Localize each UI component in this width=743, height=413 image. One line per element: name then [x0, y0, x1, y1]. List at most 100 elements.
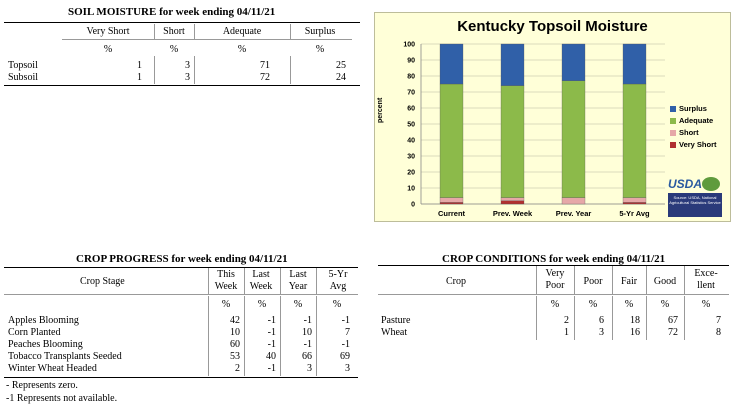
bar-segment-short [561, 197, 586, 205]
value-cell: 53 [230, 351, 240, 362]
row-label: Winter Wheat Headed [8, 363, 97, 374]
y-tick-label: 80 [407, 74, 415, 81]
value-cell: 1 [137, 72, 142, 83]
good-header: Good [653, 276, 677, 287]
this-week-header: This Week [214, 269, 238, 292]
crop-progress-title: CROP PROGRESS for week ending 04/11/21 [76, 253, 288, 265]
conditions-unit: % [701, 299, 711, 310]
legend-label: Adequate [679, 116, 714, 125]
value-cell: -1 [267, 339, 276, 350]
value-cell: -1 [267, 315, 276, 326]
value-cell: 71 [260, 60, 270, 71]
legend-swatch [670, 106, 676, 113]
x-tick-label: Prev. Week [493, 209, 533, 218]
row-label: Subsoil [8, 72, 39, 83]
y-tick-label: 40 [407, 138, 415, 145]
value-cell: 66 [302, 351, 312, 362]
value-cell: 2 [564, 315, 569, 326]
conditions-unit: % [588, 299, 598, 310]
x-tick-label: Prev. Year [556, 209, 592, 218]
poor-header: Poor [583, 276, 603, 287]
value-cell: 8 [716, 327, 721, 338]
value-cell: 72 [260, 72, 270, 83]
y-tick-label: 100 [403, 42, 415, 49]
value-cell: 1 [137, 60, 142, 71]
value-cell: 7 [716, 315, 721, 326]
row-label: Corn Planted [8, 327, 61, 338]
value-cell: 69 [340, 351, 350, 362]
last-year-header: Last Year [288, 269, 308, 292]
legend-swatch [670, 118, 676, 125]
y-tick-label: 10 [407, 186, 415, 193]
row-label: Wheat [381, 327, 408, 338]
bar-segment-short [500, 197, 525, 201]
legend-item-very-short: Very Short [670, 140, 717, 149]
bar-segment-very-short [500, 200, 525, 205]
progress-unit: % [221, 299, 231, 310]
y-tick-label: 50 [407, 122, 415, 129]
value-cell: 16 [630, 327, 640, 338]
topsoil-moisture-chart: Kentucky Topsoil Moisture 100 90 80 70 60 50 4… [374, 12, 731, 222]
legend-label: Very Short [679, 140, 717, 149]
legend-swatch [670, 130, 676, 137]
crop-header: Crop [446, 276, 466, 287]
bar-segment-surplus [622, 43, 647, 85]
soil-unit: % [237, 44, 247, 55]
bar-segment-surplus [439, 43, 464, 85]
bar-segment-adequate [500, 85, 525, 198]
usda-logo-text: USDA [668, 177, 703, 191]
value-cell: -1 [303, 339, 312, 350]
five-yr-avg-header: 5-Yr Avg [328, 269, 348, 292]
conditions-unit: % [550, 299, 560, 310]
y-axis-label: percent [377, 97, 384, 123]
soil-header-adequate: Adequate [222, 26, 262, 37]
logo-caption: Source: USDA, National Agricultural Stat… [668, 193, 722, 217]
conditions-unit: % [660, 299, 670, 310]
legend-swatch [670, 142, 676, 149]
value-cell: -1 [341, 315, 350, 326]
value-cell: 3 [307, 363, 312, 374]
y-tick-label: 20 [407, 170, 415, 177]
row-label: Topsoil [8, 60, 38, 71]
x-tick-label: 5-Yr Avg [619, 209, 650, 218]
soil-header-very-short: Very Short [86, 26, 130, 37]
crop-conditions-title: CROP CONDITIONS for week ending 04/11/21 [442, 253, 666, 265]
y-tick-label: 70 [407, 90, 415, 97]
row-label: Tobacco Transplants Seeded [8, 351, 122, 362]
value-cell: -1 [267, 363, 276, 374]
legend-item-adequate: Adequate [670, 116, 713, 125]
value-cell: 3 [185, 60, 190, 71]
value-cell: 10 [230, 327, 240, 338]
legend-label: Surplus [679, 104, 707, 113]
value-cell: 25 [336, 60, 346, 71]
progress-unit: % [332, 299, 342, 310]
progress-unit: % [257, 299, 267, 310]
usda-emblem-icon [702, 177, 720, 191]
y-tick-label: 0 [411, 202, 415, 209]
value-cell: -1 [267, 327, 276, 338]
conditions-unit: % [624, 299, 634, 310]
soil-moisture-title: SOIL MOISTURE for week ending 04/11/21 [68, 6, 276, 18]
bar-segment-surplus [561, 43, 586, 81]
value-cell: 67 [668, 315, 678, 326]
progress-unit: % [293, 299, 303, 310]
note-not-available: -1 Represents not available. [6, 393, 118, 404]
value-cell: 6 [599, 315, 604, 326]
row-label: Pasture [381, 315, 411, 326]
y-tick-label: 30 [407, 154, 415, 161]
bar-segment-short [439, 197, 464, 203]
value-cell: -1 [341, 339, 350, 350]
bar-segment-short [622, 197, 647, 203]
value-cell: 18 [630, 315, 640, 326]
value-cell: 1 [564, 327, 569, 338]
fair-header: Fair [620, 276, 638, 287]
value-cell: 3 [185, 72, 190, 83]
value-cell: 72 [668, 327, 678, 338]
y-tick-label: 90 [407, 58, 415, 65]
soil-header-short: Short [163, 26, 185, 37]
bar-segment-adequate [561, 80, 586, 198]
value-cell: 3 [599, 327, 604, 338]
value-cell: 60 [230, 339, 240, 350]
